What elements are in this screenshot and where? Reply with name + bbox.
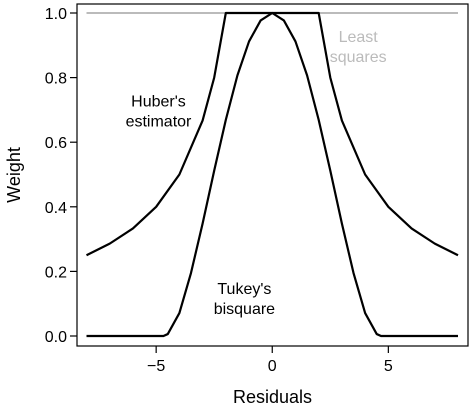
annotation-line: Tukey's [217, 281, 271, 298]
annotations: Least squares Huber's estimator Tukey's bisqu… [126, 29, 387, 318]
y-tick-label: 0.4 [45, 200, 67, 217]
annotation-line: Least [339, 29, 379, 46]
axes: −5 0 5 0.0 0.2 0.4 0.6 0.8 1.0 [45, 3, 469, 375]
annotation-line: squares [330, 49, 387, 66]
y-tick-label: 0.6 [45, 135, 67, 152]
y-axis-title: Weight [4, 147, 24, 203]
annotation-2: Tukey's bisquare [214, 281, 275, 318]
annotation-line: Huber's [131, 94, 186, 111]
x-tick-label: 0 [268, 358, 277, 375]
plot-lines [86, 11, 459, 338]
y-tick-label: 0.0 [45, 329, 67, 346]
series-line-1 [86, 11, 459, 257]
x-axis-title: Residuals [233, 387, 312, 407]
plot-frame [76, 3, 469, 347]
y-tick-label: 0.2 [45, 264, 67, 281]
x-tick-label: −5 [147, 358, 165, 375]
annotation-line: bisquare [214, 301, 275, 318]
x-tick-label: 5 [384, 358, 393, 375]
series-line-2 [86, 11, 458, 338]
y-tick-label: 1.0 [45, 6, 67, 23]
y-tick-label: 0.8 [45, 71, 67, 88]
annotation-line: estimator [126, 114, 192, 131]
annotation-1: Huber's estimator [126, 94, 192, 131]
annotation-0: Least squares [330, 29, 387, 66]
